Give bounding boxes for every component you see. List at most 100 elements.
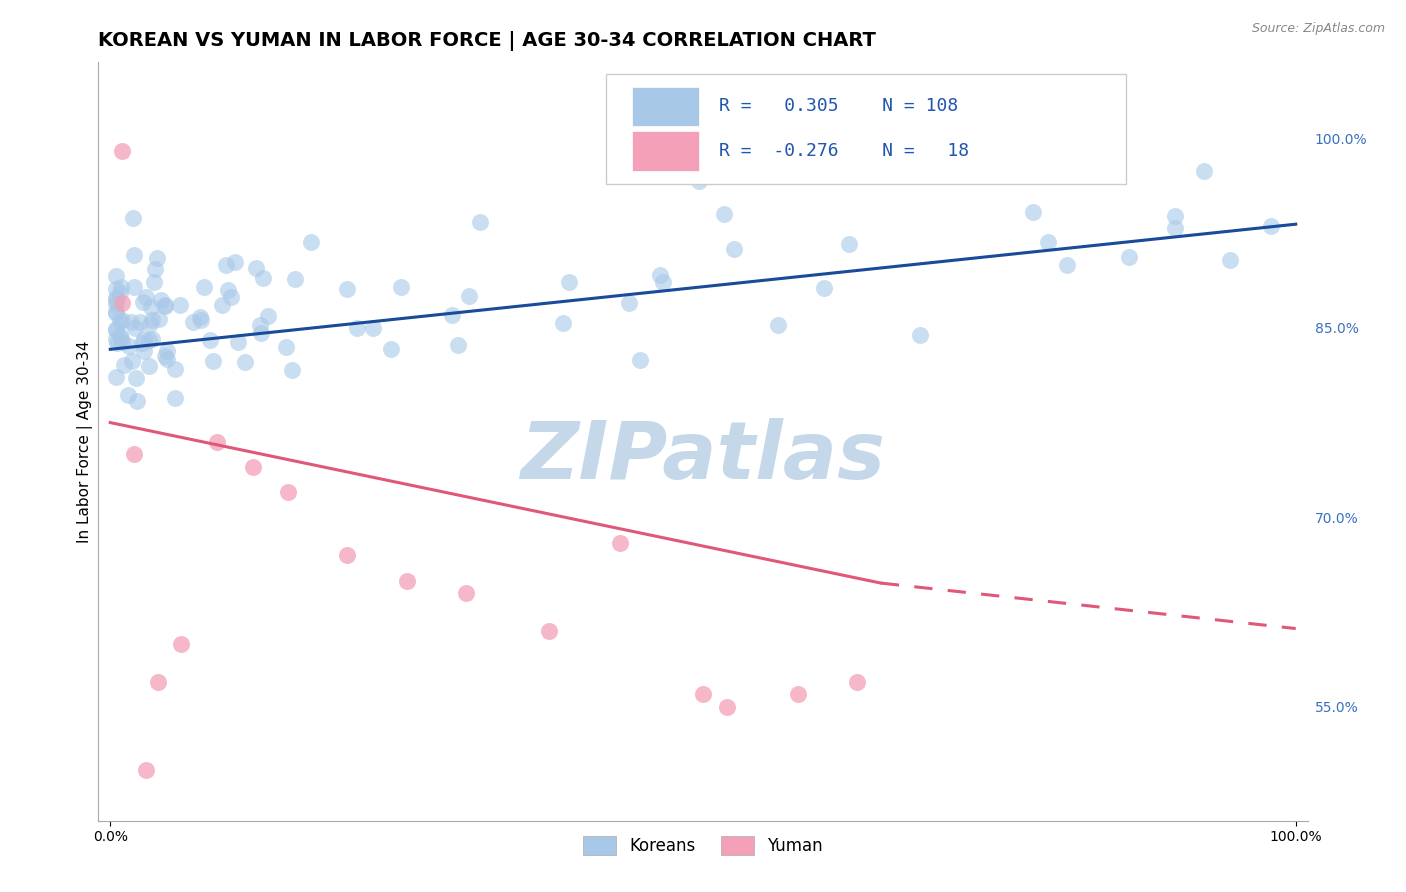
Point xyxy=(153,349,176,363)
Text: R =  -0.276    N =   18: R = -0.276 N = 18 xyxy=(718,142,969,161)
Point xyxy=(202,353,225,368)
Point xyxy=(470,215,492,229)
Point xyxy=(380,342,402,356)
Point xyxy=(111,295,134,310)
Point xyxy=(723,243,745,257)
Text: KOREAN VS YUMAN IN LABOR FORCE | AGE 30-34 CORRELATION CHART: KOREAN VS YUMAN IN LABOR FORCE | AGE 30-… xyxy=(98,30,876,51)
Point xyxy=(141,332,163,346)
Point xyxy=(1056,258,1078,272)
Point xyxy=(249,318,271,332)
FancyBboxPatch shape xyxy=(631,131,699,171)
Point xyxy=(105,268,128,283)
Point xyxy=(124,321,146,335)
Point xyxy=(105,305,128,319)
Point xyxy=(628,353,651,368)
Point xyxy=(1192,164,1215,178)
Point xyxy=(122,211,145,226)
Point xyxy=(193,280,215,294)
Point xyxy=(145,252,167,266)
Point xyxy=(205,434,228,449)
Point xyxy=(256,309,278,323)
Point xyxy=(163,362,186,376)
Point xyxy=(1219,252,1241,267)
Point xyxy=(105,292,128,306)
Point xyxy=(117,388,139,402)
Point xyxy=(245,261,267,276)
Point xyxy=(274,340,297,354)
Point xyxy=(224,255,246,269)
Point xyxy=(108,314,131,328)
Point xyxy=(110,331,132,345)
Point xyxy=(813,280,835,294)
Point xyxy=(219,290,242,304)
Point xyxy=(135,763,157,777)
Point xyxy=(131,336,153,351)
Point xyxy=(648,268,671,282)
Point xyxy=(766,318,789,332)
Point xyxy=(609,535,631,549)
Point xyxy=(446,337,468,351)
Point xyxy=(146,674,169,689)
Point xyxy=(458,289,481,303)
Point xyxy=(228,334,250,349)
Text: Source: ZipAtlas.com: Source: ZipAtlas.com xyxy=(1251,22,1385,36)
Point xyxy=(1164,209,1187,223)
Point xyxy=(138,333,160,347)
Point xyxy=(336,548,359,562)
Point xyxy=(652,275,675,289)
Point xyxy=(217,283,239,297)
Point xyxy=(121,353,143,368)
Y-axis label: In Labor Force | Age 30-34: In Labor Force | Age 30-34 xyxy=(77,340,93,543)
Point xyxy=(335,282,357,296)
Point xyxy=(214,258,236,272)
Point xyxy=(910,328,932,343)
Point xyxy=(250,326,273,340)
Point xyxy=(280,362,302,376)
Point xyxy=(132,343,155,358)
Point xyxy=(110,328,132,343)
Point xyxy=(155,352,177,367)
Point xyxy=(233,354,256,368)
Point xyxy=(252,271,274,285)
Point xyxy=(395,574,418,588)
Point xyxy=(299,235,322,250)
Point xyxy=(111,313,134,327)
Point xyxy=(141,313,163,327)
Point xyxy=(111,335,134,350)
Point xyxy=(153,298,176,312)
Point xyxy=(846,674,869,689)
Point xyxy=(135,290,157,304)
Point xyxy=(716,699,738,714)
Point xyxy=(537,624,560,639)
Point xyxy=(117,338,139,352)
Point xyxy=(181,315,204,329)
Point xyxy=(1036,235,1059,250)
Point xyxy=(619,296,641,310)
Point xyxy=(188,310,211,325)
Point xyxy=(150,293,173,307)
Point xyxy=(105,293,128,307)
Point xyxy=(112,358,135,372)
Point xyxy=(786,687,808,701)
Text: R =   0.305    N = 108: R = 0.305 N = 108 xyxy=(718,97,957,115)
Point xyxy=(132,332,155,346)
Point xyxy=(838,236,860,251)
Point xyxy=(163,391,186,405)
Point xyxy=(111,144,134,158)
Point xyxy=(389,280,412,294)
Point xyxy=(120,315,142,329)
Point xyxy=(105,335,128,350)
Point xyxy=(122,447,145,461)
Point xyxy=(132,295,155,310)
Point xyxy=(211,298,233,312)
Point xyxy=(105,306,128,320)
Point xyxy=(142,275,165,289)
Point xyxy=(105,322,128,336)
FancyBboxPatch shape xyxy=(606,74,1126,184)
Point xyxy=(105,370,128,384)
Point xyxy=(156,343,179,358)
Point xyxy=(284,272,307,286)
Point xyxy=(155,299,177,313)
Point xyxy=(242,459,264,474)
Legend: Koreans, Yuman: Koreans, Yuman xyxy=(576,829,830,862)
